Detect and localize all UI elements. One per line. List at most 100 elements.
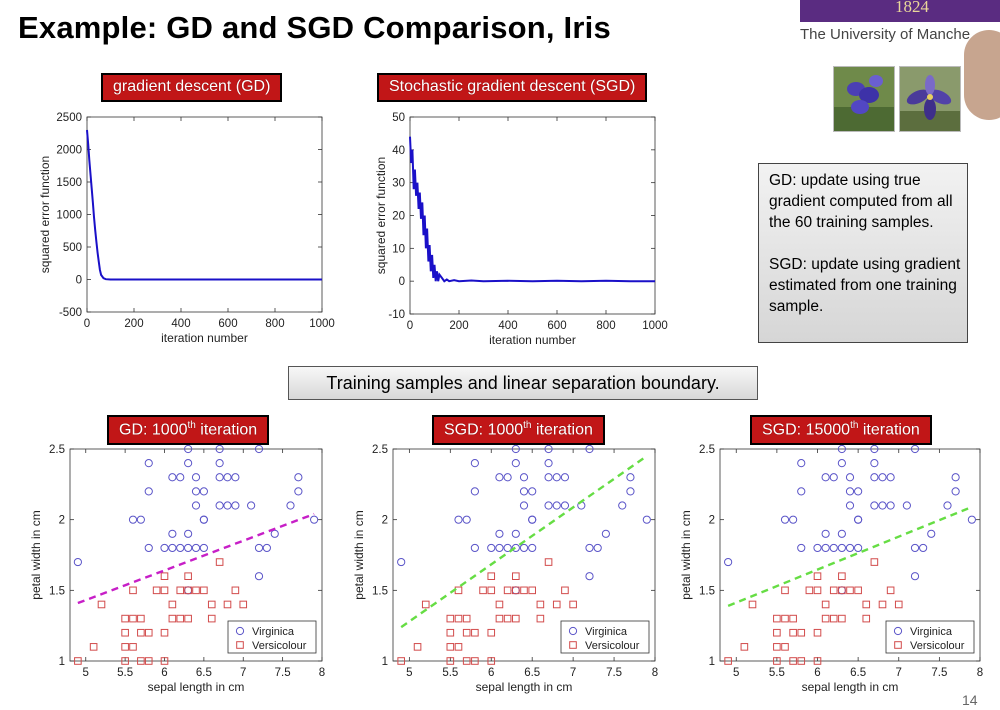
virginica-point: [797, 543, 806, 553]
versicolour-point: [878, 600, 887, 609]
x-tick-label: 7.5: [606, 667, 622, 679]
virginica-point: [789, 515, 798, 524]
virginica-point: [560, 501, 570, 510]
x-tick-label: 7: [896, 667, 902, 679]
x-tick-label: 7.5: [275, 667, 291, 679]
versicolour-point: [724, 657, 732, 665]
virginica-point: [829, 543, 838, 553]
versicolour-point: [829, 614, 838, 623]
x-tick-label: 0: [84, 318, 90, 330]
virginica-point: [294, 487, 303, 496]
virginica-point: [544, 444, 553, 454]
versicolour-point: [176, 614, 185, 623]
virginica-point: [870, 501, 879, 510]
versicolour-point: [512, 614, 520, 623]
error-curve: [86, 129, 322, 281]
versicolour-point: [789, 614, 797, 623]
versicolour-point: [487, 572, 496, 581]
versicolour-point: [121, 628, 129, 637]
versicolour-point: [121, 614, 129, 623]
versicolour-point: [160, 657, 169, 665]
x-tick-label: 200: [449, 320, 468, 332]
legend-versicolour-marker: [894, 641, 902, 649]
versicolour-point: [137, 657, 145, 665]
virginica-point: [454, 515, 463, 524]
virginica-point: [199, 515, 208, 524]
x-axis-label: sepal length in cm: [476, 680, 573, 694]
virginica-point: [168, 473, 177, 482]
virginica-point: [511, 444, 520, 454]
y-tick-label: -10: [388, 309, 405, 321]
virginica-point: [910, 543, 920, 553]
sgd15k-boundary-label: SGD: 15000th iteration: [750, 415, 932, 446]
y-tick-label: 10: [392, 243, 405, 255]
legend-virginica-label: Virginica: [910, 626, 953, 638]
versicolour-point: [454, 614, 463, 623]
virginica-point: [503, 473, 512, 482]
versicolour-point: [561, 586, 569, 595]
versicolour-point: [144, 657, 153, 665]
sgd-curve-label: Stochastic gradient descent (SGD): [377, 73, 648, 102]
versicolour-point: [838, 614, 846, 623]
legend-versicolour-label: Versicolour: [585, 640, 640, 652]
legend-versicolour-marker: [569, 641, 577, 649]
versicolour-point: [789, 628, 797, 637]
versicolour-point: [813, 628, 822, 637]
virginica-point: [886, 473, 895, 482]
versicolour-point: [223, 600, 232, 609]
versicolour-point: [160, 586, 169, 595]
virginica-point: [821, 529, 830, 538]
y-tick-label: 1000: [56, 210, 82, 222]
versicolour-point: [200, 586, 208, 595]
separation-boundary: [77, 512, 315, 605]
versicolour-point: [495, 614, 504, 623]
versicolour-point: [503, 586, 512, 595]
virginica-point: [73, 557, 82, 567]
virginica-point: [813, 543, 822, 553]
x-tick-label: 6.5: [850, 667, 866, 679]
virginica-point: [854, 487, 863, 496]
virginica-point: [231, 473, 240, 482]
versicolour-point: [552, 600, 561, 609]
virginica-point: [191, 501, 201, 510]
virginica-point: [286, 501, 295, 510]
training-samples-banner: Training samples and linear separation b…: [288, 366, 758, 400]
virginica-point: [585, 572, 594, 581]
virginica-point: [470, 459, 479, 468]
virginica-point: [270, 529, 279, 538]
virginica-point: [511, 529, 520, 538]
x-tick-label: 8: [319, 667, 325, 679]
versicolour-point: [829, 586, 838, 595]
sgd-explanation: SGD: update using gradient estimated fro…: [769, 256, 961, 315]
virginica-point: [585, 543, 594, 553]
legend-virginica-marker: [893, 626, 903, 636]
x-tick-label: 5: [733, 667, 739, 679]
versicolour-point: [838, 586, 846, 595]
versicolour-point: [773, 628, 781, 637]
virginica-point: [845, 473, 855, 482]
versicolour-point: [870, 558, 879, 566]
gd-boundary-label: GD: 1000th iteration: [107, 415, 270, 446]
virginica-point: [176, 543, 185, 553]
virginica-point: [168, 543, 177, 553]
y-tick-label: 20: [392, 211, 405, 223]
virginica-point: [223, 473, 232, 482]
y-tick-label: 500: [63, 242, 82, 254]
legend-box: [885, 620, 975, 654]
legend-virginica-label: Virginica: [252, 626, 295, 638]
y-tick-label: 2.5: [699, 444, 715, 456]
virginica-point: [397, 557, 406, 567]
versicolour-point: [862, 600, 871, 609]
versicolour-point: [740, 643, 749, 651]
error-curve: [409, 136, 655, 283]
y-tick-label: 1.5: [49, 585, 65, 597]
versicolour-point: [168, 600, 177, 609]
versicolour-point: [397, 657, 405, 665]
y-tick-label: 2.5: [372, 444, 388, 456]
university-banner: [800, 0, 1000, 22]
virginica-point: [927, 529, 936, 538]
virginica-point: [724, 557, 733, 567]
x-tick-label: 6: [814, 667, 820, 679]
virginica-point: [642, 515, 651, 524]
